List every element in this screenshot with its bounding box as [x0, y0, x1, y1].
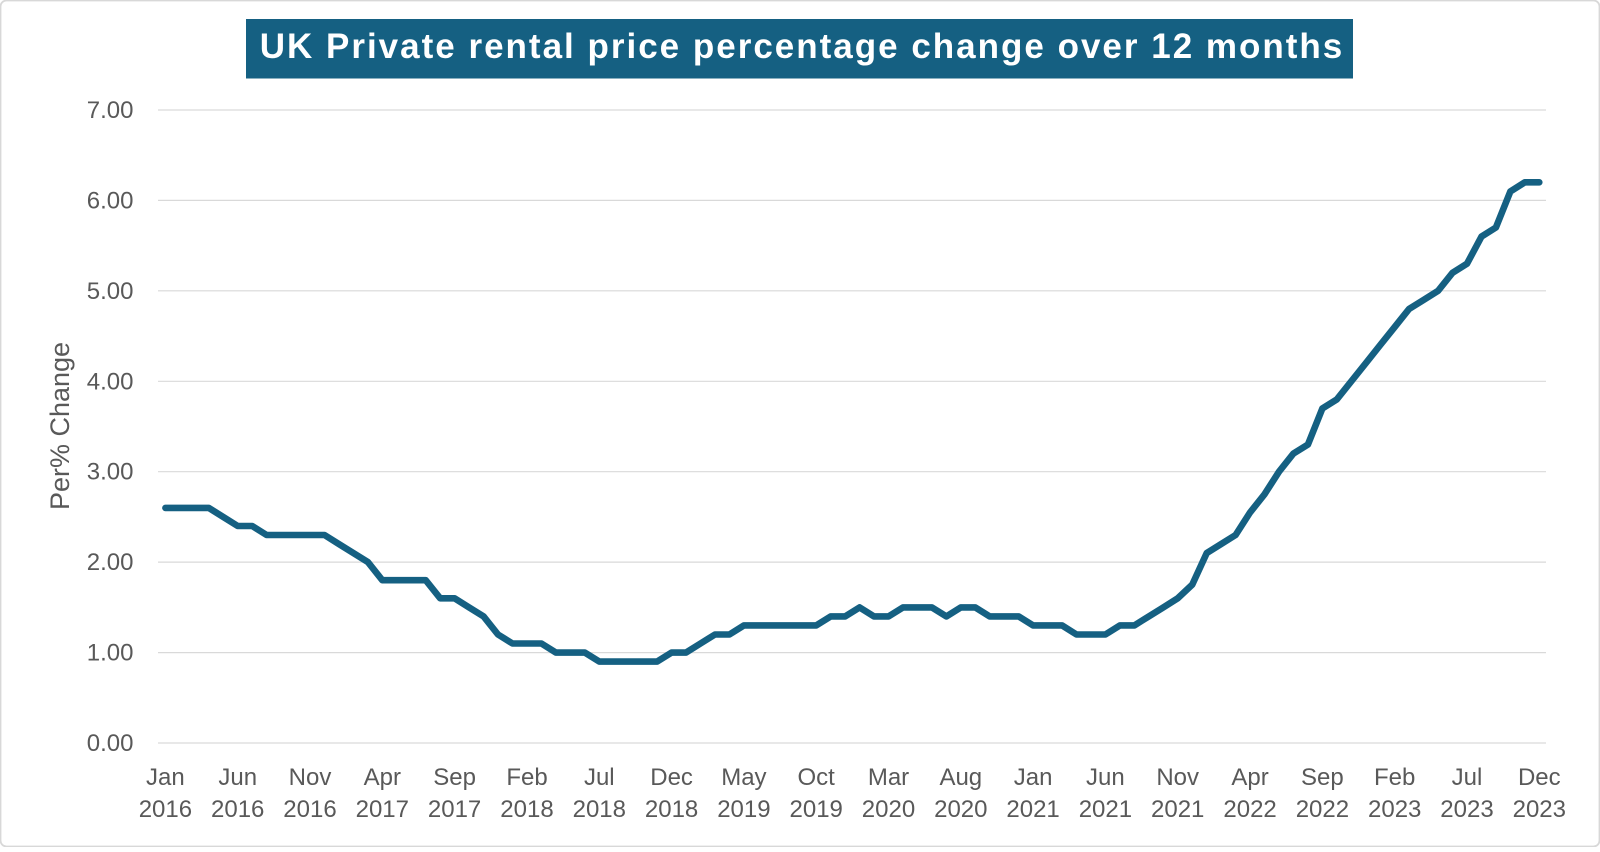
svg-text:4.00: 4.00	[87, 368, 134, 395]
svg-text:2016: 2016	[211, 796, 264, 823]
svg-text:Per% Change: Per% Change	[45, 342, 75, 510]
svg-text:2016: 2016	[139, 796, 192, 823]
svg-text:2020: 2020	[934, 796, 987, 823]
svg-text:Jan: Jan	[1014, 764, 1053, 791]
svg-text:Dec: Dec	[1518, 764, 1561, 791]
svg-text:2021: 2021	[1151, 796, 1204, 823]
svg-text:Sep: Sep	[1301, 764, 1344, 791]
svg-text:May: May	[721, 764, 766, 791]
svg-text:0.00: 0.00	[87, 730, 134, 757]
svg-text:Aug: Aug	[939, 764, 982, 791]
svg-text:2021: 2021	[1006, 796, 1059, 823]
svg-text:Feb: Feb	[1374, 764, 1415, 791]
svg-text:2022: 2022	[1296, 796, 1349, 823]
svg-text:2018: 2018	[500, 796, 553, 823]
svg-text:Jun: Jun	[1086, 764, 1125, 791]
svg-text:Nov: Nov	[289, 764, 332, 791]
svg-text:Jun: Jun	[218, 764, 257, 791]
svg-text:Apr: Apr	[364, 764, 401, 791]
svg-text:UK Private rental price percen: UK Private rental price percentage chang…	[260, 27, 1345, 66]
svg-text:Sep: Sep	[433, 764, 476, 791]
svg-text:Dec: Dec	[650, 764, 693, 791]
svg-text:Jan: Jan	[146, 764, 185, 791]
svg-text:2.00: 2.00	[87, 549, 134, 576]
svg-text:5.00: 5.00	[87, 278, 134, 305]
svg-text:3.00: 3.00	[87, 459, 134, 486]
svg-text:Jul: Jul	[1452, 764, 1483, 791]
svg-text:2020: 2020	[862, 796, 915, 823]
svg-text:Oct: Oct	[798, 764, 836, 791]
svg-text:2018: 2018	[573, 796, 626, 823]
svg-text:2022: 2022	[1223, 796, 1276, 823]
svg-text:Feb: Feb	[506, 764, 547, 791]
svg-text:6.00: 6.00	[87, 187, 134, 214]
svg-text:2023: 2023	[1368, 796, 1421, 823]
svg-text:Nov: Nov	[1156, 764, 1199, 791]
svg-text:Jul: Jul	[584, 764, 615, 791]
svg-text:2017: 2017	[428, 796, 481, 823]
svg-text:7.00: 7.00	[87, 97, 134, 124]
svg-text:2019: 2019	[790, 796, 843, 823]
svg-text:2018: 2018	[645, 796, 698, 823]
svg-text:2021: 2021	[1079, 796, 1132, 823]
svg-text:1.00: 1.00	[87, 640, 134, 667]
svg-text:2016: 2016	[283, 796, 336, 823]
svg-text:2023: 2023	[1440, 796, 1493, 823]
svg-text:2017: 2017	[356, 796, 409, 823]
svg-text:2023: 2023	[1513, 796, 1566, 823]
svg-text:Apr: Apr	[1231, 764, 1268, 791]
svg-text:Mar: Mar	[868, 764, 909, 791]
svg-text:2019: 2019	[717, 796, 770, 823]
